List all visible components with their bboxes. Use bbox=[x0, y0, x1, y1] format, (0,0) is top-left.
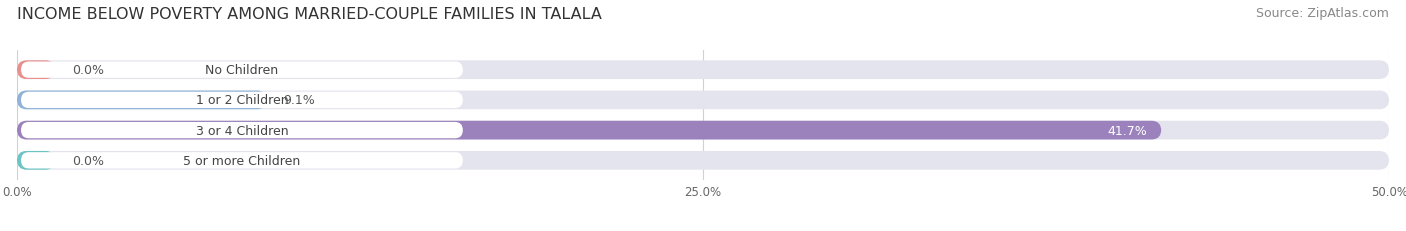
Text: INCOME BELOW POVERTY AMONG MARRIED-COUPLE FAMILIES IN TALALA: INCOME BELOW POVERTY AMONG MARRIED-COUPL… bbox=[17, 7, 602, 22]
Text: Source: ZipAtlas.com: Source: ZipAtlas.com bbox=[1256, 7, 1389, 20]
FancyBboxPatch shape bbox=[17, 61, 1389, 80]
Text: 9.1%: 9.1% bbox=[283, 94, 315, 107]
Text: No Children: No Children bbox=[205, 64, 278, 77]
FancyBboxPatch shape bbox=[21, 152, 463, 169]
Text: 3 or 4 Children: 3 or 4 Children bbox=[195, 124, 288, 137]
FancyBboxPatch shape bbox=[17, 91, 1389, 110]
FancyBboxPatch shape bbox=[17, 91, 267, 110]
Text: 5 or more Children: 5 or more Children bbox=[183, 154, 301, 167]
FancyBboxPatch shape bbox=[17, 61, 55, 80]
FancyBboxPatch shape bbox=[17, 151, 55, 170]
FancyBboxPatch shape bbox=[21, 92, 463, 109]
Text: 1 or 2 Children: 1 or 2 Children bbox=[195, 94, 288, 107]
Text: 0.0%: 0.0% bbox=[72, 154, 104, 167]
Text: 41.7%: 41.7% bbox=[1108, 124, 1147, 137]
FancyBboxPatch shape bbox=[17, 121, 1161, 140]
FancyBboxPatch shape bbox=[17, 121, 1389, 140]
FancyBboxPatch shape bbox=[21, 62, 463, 79]
FancyBboxPatch shape bbox=[21, 122, 463, 139]
Text: 0.0%: 0.0% bbox=[72, 64, 104, 77]
FancyBboxPatch shape bbox=[17, 151, 1389, 170]
